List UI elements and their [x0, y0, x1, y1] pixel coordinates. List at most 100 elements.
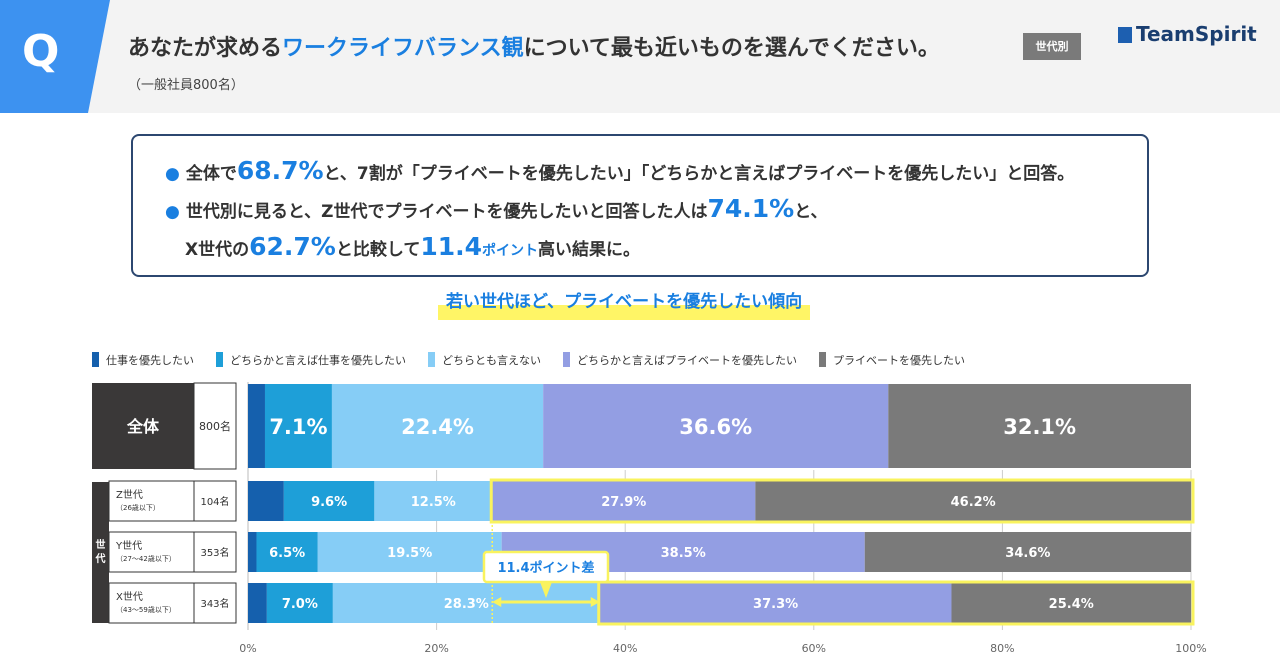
summary-text: 高い結果に。 [538, 240, 641, 260]
bar-segment [283, 481, 375, 521]
summary-text: と、7割が「プライベートを優先したい」「どちらかと言えばプライベートを優先したい… [323, 164, 1075, 184]
legend-label: どちらとも言えない [442, 354, 541, 367]
brand-logo: TeamSpirit [1118, 22, 1257, 46]
data-label: 37.3% [753, 597, 798, 612]
bar-segment [248, 384, 265, 468]
row-sublabel: （27～42歳以下） [116, 554, 176, 563]
data-label: 22.4% [401, 415, 474, 439]
row-label: Y世代 [115, 540, 142, 552]
bar-segment [864, 532, 1191, 572]
row-count-cell [193, 531, 237, 573]
question-pre: あなたが求める [128, 36, 283, 61]
x-tick-label: 80% [990, 642, 1014, 655]
data-label: 9.6% [311, 495, 347, 510]
summary-number: 62.7% [249, 232, 336, 261]
bar-segment [599, 583, 952, 623]
bar-segment [317, 532, 502, 572]
header-band: Q あなたが求めるワークライフバランス観について最も近いものを選んでください。 … [0, 0, 1280, 113]
legend-label: 仕事を優先したい [106, 354, 194, 367]
data-label: 34.6% [1005, 546, 1050, 561]
legend-swatch [92, 352, 99, 367]
bar-segment [248, 481, 284, 521]
data-label: 28.3% [444, 597, 489, 612]
bar-segment [755, 481, 1191, 521]
legend: 仕事を優先したい どちらかと言えば仕事を優先したい どちらとも言えない どちらかと言え… [92, 349, 987, 367]
data-label: 32.1% [1003, 415, 1076, 439]
summary-text: X世代の [185, 240, 250, 260]
summary-number: 11.4 [420, 232, 483, 261]
data-label: 6.5% [269, 546, 305, 561]
data-label: 46.2% [951, 495, 996, 510]
bar-segment [264, 384, 332, 468]
legend-swatch [563, 352, 570, 367]
row-count-cell [193, 382, 237, 470]
legend-swatch [819, 352, 826, 367]
summary-line-3: X世代の62.7%と比較して11.4ポイント高い結果に。 [185, 232, 640, 261]
bar-segment [888, 384, 1191, 468]
q-letter: Q [22, 26, 60, 77]
logo-mark-icon [1118, 27, 1132, 43]
sample-subtitle: （一般社員800名） [128, 78, 244, 93]
generation-side-label: 世 [96, 538, 106, 551]
legend-swatch [428, 352, 435, 367]
data-label: 19.5% [387, 546, 432, 561]
legend-swatch [216, 352, 223, 367]
legend-item: どちらかと言えばプライベートを優先したい [563, 352, 797, 368]
data-label: 12.5% [411, 495, 456, 510]
x-tick-label: 20% [424, 642, 448, 655]
q-badge [0, 0, 110, 113]
row-sublabel: （26歳以下） [116, 503, 160, 512]
data-label: 38.5% [661, 546, 706, 561]
row-label-cell [108, 480, 195, 522]
legend-item: プライベートを優先したい [819, 352, 965, 368]
question-post: について最も近いものを選んでください。 [523, 36, 940, 61]
arrow-head-left [492, 597, 502, 607]
bar-segment [543, 384, 889, 468]
row-label: Z世代 [116, 489, 143, 501]
summary-number: 74.1% [707, 194, 795, 223]
callout-pointer [539, 582, 552, 598]
legend-item: 仕事を優先したい [92, 352, 194, 368]
bar-segment [951, 583, 1191, 623]
summary-unit: ポイント [482, 243, 539, 259]
data-label: 36.6% [679, 415, 752, 439]
generation-side-panel [92, 482, 109, 623]
row-count-cell [193, 582, 237, 624]
x-tick-label: 40% [613, 642, 637, 655]
highlight-box [597, 580, 1195, 626]
row-label: X世代 [116, 591, 143, 603]
summary-text: と比較して [335, 240, 421, 260]
x-tick-label: 100% [1175, 642, 1206, 655]
data-label: 7.1% [269, 415, 327, 439]
legend-label: どちらかと言えば仕事を優先したい [230, 354, 406, 367]
row-count: 104名 [200, 495, 229, 508]
bar-segment [374, 481, 493, 521]
generation-side-label: 代 [95, 552, 106, 565]
legend-item: どちらとも言えない [428, 352, 541, 368]
bullet-icon: ● [165, 164, 180, 184]
generation-tag: 世代別 [1023, 33, 1081, 60]
bar-segment [492, 481, 756, 521]
question-title: あなたが求めるワークライフバランス観について最も近いものを選んでください。 [128, 30, 940, 62]
summary-box: ● 全体で68.7%と、7割が「プライベートを優先したい」「どちらかと言えばプライ… [131, 134, 1149, 277]
bar-segment [331, 384, 544, 468]
row-label: 全体 [126, 417, 160, 436]
data-label: 25.4% [1049, 597, 1094, 612]
bar-segment [248, 583, 267, 623]
question-highlight: ワークライフバランス観 [282, 36, 524, 61]
row-label-cell [108, 531, 195, 573]
summary-text: と、 [794, 202, 828, 222]
x-tick-label: 0% [239, 642, 256, 655]
row-label-panel [92, 383, 194, 469]
row-sublabel: （43～59歳以下） [116, 605, 176, 614]
row-count: 343名 [200, 597, 229, 610]
row-count: 353名 [200, 546, 229, 559]
summary-line-1: ● 全体で68.7%と、7割が「プライベートを優先したい」「どちらかと言えばプライ… [165, 156, 1074, 185]
legend-label: どちらかと言えばプライベートを優先したい [577, 354, 797, 367]
callout-text: 11.4ポイント差 [497, 560, 594, 576]
summary-number: 68.7% [236, 156, 324, 185]
row-count: 800名 [199, 419, 231, 433]
bar-segment [266, 583, 333, 623]
row-count-cell [193, 480, 237, 522]
